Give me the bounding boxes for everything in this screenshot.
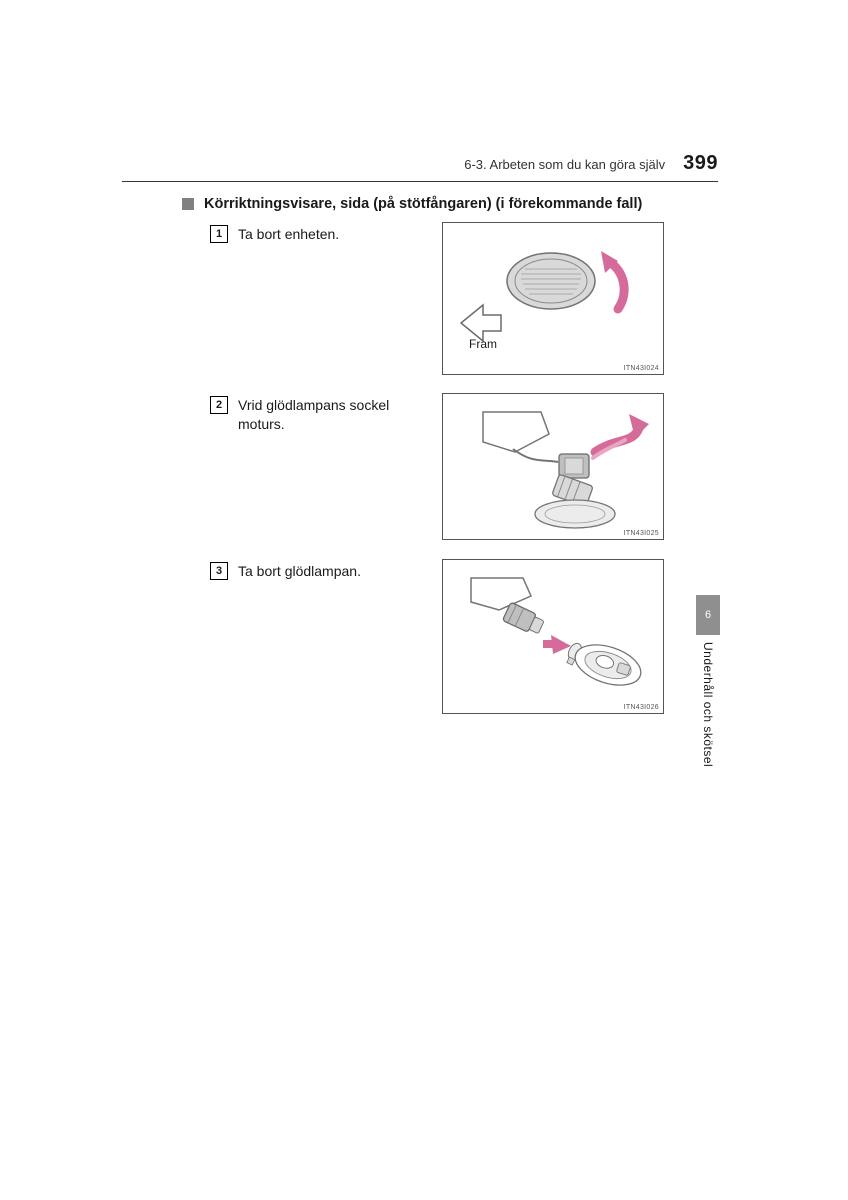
step-text: Vrid glödlampans sockel moturs. — [238, 396, 435, 434]
page-number: 399 — [683, 152, 718, 175]
step-body: 3 Ta bort glödlampan. — [210, 562, 435, 581]
square-bullet-icon — [182, 198, 194, 210]
manual-page: 6-3. Arbeten som du kan göra själv 399 K… — [0, 0, 848, 1200]
header-line: 6-3. Arbeten som du kan göra själv 399 — [122, 152, 718, 175]
step-number: 3 — [216, 565, 222, 577]
step-number-box: 2 — [210, 396, 228, 414]
illustration-2: ITN43I025 — [442, 393, 664, 540]
fram-label: Fram — [469, 337, 497, 351]
rotate-arrow-icon — [601, 251, 624, 309]
illustration-3-svg — [443, 560, 663, 713]
step-number: 2 — [216, 399, 222, 411]
step-body: 1 Ta bort enheten. — [210, 225, 435, 244]
image-id: ITN43I024 — [624, 365, 659, 372]
step-number-box: 3 — [210, 562, 228, 580]
step-text: Ta bort glödlampan. — [238, 562, 361, 581]
step-number-box: 1 — [210, 225, 228, 243]
image-id: ITN43I025 — [624, 530, 659, 537]
illustration-1-svg — [443, 223, 663, 374]
direction-arrow-icon — [461, 305, 501, 341]
chapter-number: 6 — [705, 609, 711, 621]
remove-arrow-icon — [543, 635, 571, 654]
section-title: Körriktningsvisare, sida (på stötfångare… — [204, 196, 642, 212]
page-header: 6-3. Arbeten som du kan göra själv 399 — [122, 152, 718, 182]
header-rule — [122, 181, 718, 182]
step-body: 2 Vrid glödlampans sockel moturs. — [210, 396, 435, 434]
chapter-label: Underhåll och skötsel — [701, 642, 715, 767]
step-text: Ta bort enheten. — [238, 225, 339, 244]
image-id: ITN43I026 — [624, 704, 659, 711]
illustration-1: Fram ITN43I024 — [442, 222, 664, 375]
illustration-2-svg — [443, 394, 663, 539]
step-number: 1 — [216, 228, 222, 240]
illustration-3: ITN43I026 — [442, 559, 664, 714]
chapter-tab: 6 — [696, 595, 720, 635]
twist-arrow-icon — [593, 414, 649, 458]
section-label: 6-3. Arbeten som du kan göra själv — [464, 157, 665, 172]
section-title-row: Körriktningsvisare, sida (på stötfångare… — [182, 196, 642, 212]
